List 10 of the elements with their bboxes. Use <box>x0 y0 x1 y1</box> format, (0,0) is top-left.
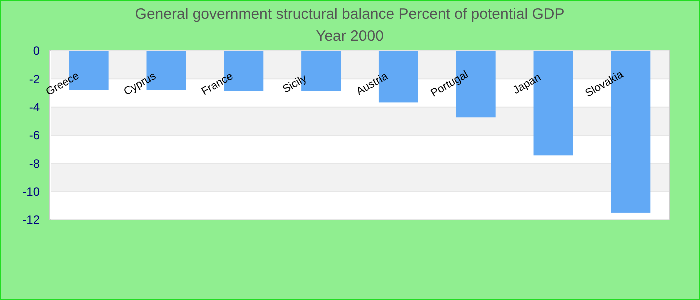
y-tick-label: -10 <box>22 185 40 200</box>
chart-subtitle: Year 2000 <box>316 28 384 45</box>
y-tick-label: 0 <box>33 44 40 58</box>
y-tick-label: -6 <box>29 128 40 143</box>
y-tick-label: -8 <box>29 156 40 171</box>
x-tick-label: Sicily <box>280 72 310 96</box>
chart-title: General government structural balance Percent of potential GDP <box>135 6 565 23</box>
y-tick-label: -4 <box>29 100 40 115</box>
y-tick-label: -12 <box>22 213 40 228</box>
y-tick-label: -2 <box>29 72 40 86</box>
